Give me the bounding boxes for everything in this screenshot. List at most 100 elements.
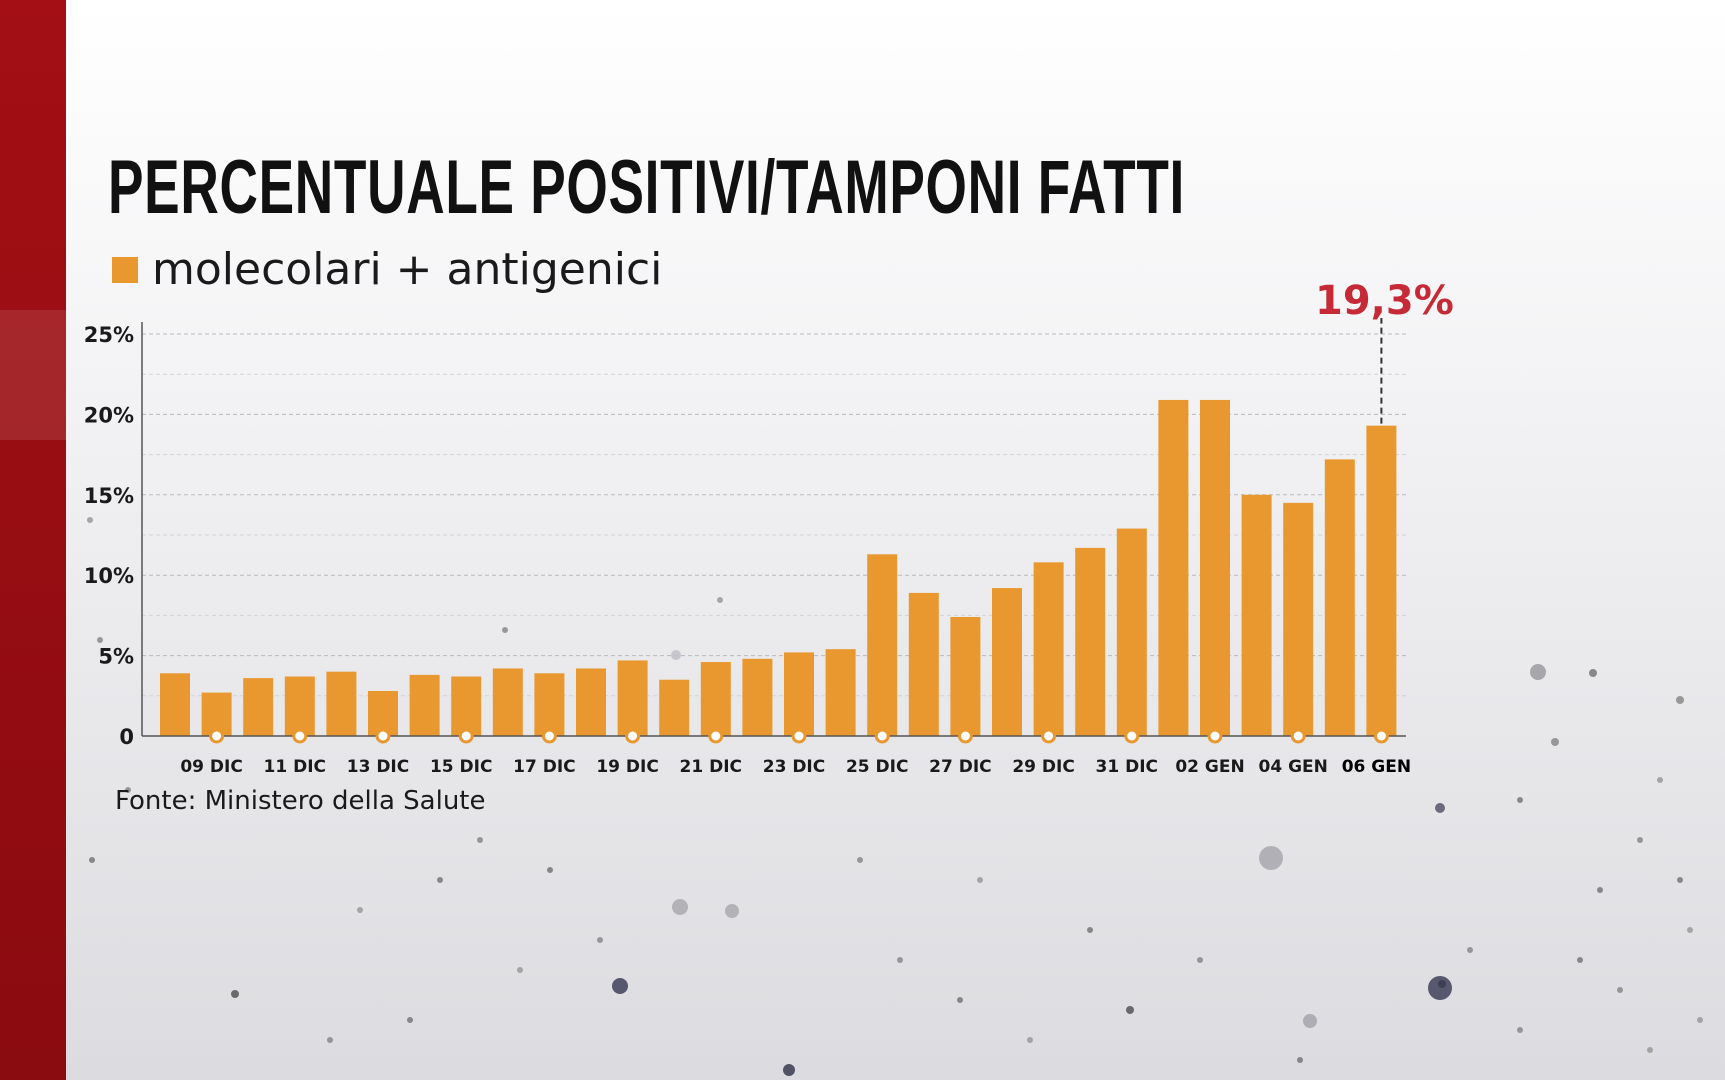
background-speckle bbox=[783, 1064, 795, 1076]
bar bbox=[825, 649, 856, 736]
bar bbox=[1075, 547, 1106, 736]
x-tick-label: 29 DIC bbox=[1012, 757, 1075, 777]
x-tick-label: 17 DIC bbox=[513, 757, 576, 777]
background-speckle bbox=[1657, 777, 1663, 783]
background-speckle bbox=[1687, 927, 1693, 933]
bar bbox=[784, 652, 814, 736]
x-tick-label: 31 DIC bbox=[1096, 757, 1159, 777]
background-speckle bbox=[725, 904, 739, 918]
bar bbox=[659, 679, 690, 736]
x-tick-label: 09 DIC bbox=[180, 757, 243, 777]
x-tick-label: 11 DIC bbox=[264, 757, 327, 777]
chart-title: PERCENTUALE POSITIVI/TAMPONI FATTI bbox=[108, 145, 1185, 230]
bar bbox=[1241, 494, 1272, 736]
background-speckle bbox=[357, 907, 363, 913]
annotation-value: 19,3% bbox=[1315, 278, 1454, 324]
bar bbox=[908, 592, 939, 736]
background-speckle bbox=[1677, 877, 1683, 883]
background-speckle bbox=[1551, 738, 1559, 746]
x-tick-label: 25 DIC bbox=[846, 757, 909, 777]
source-note: Fonte: Ministero della Salute bbox=[115, 786, 486, 816]
bar bbox=[243, 678, 274, 736]
x-tick-marker bbox=[1207, 728, 1223, 744]
y-tick-label: 5% bbox=[98, 645, 134, 669]
x-tick-label: 21 DIC bbox=[680, 757, 743, 777]
bar bbox=[368, 690, 398, 736]
y-tick-label: 10% bbox=[84, 564, 134, 588]
x-tick-marker bbox=[957, 728, 973, 744]
background-speckle bbox=[97, 637, 103, 643]
bar bbox=[617, 660, 648, 736]
background-speckle bbox=[89, 857, 95, 863]
x-tick-marker bbox=[292, 728, 308, 744]
background-speckle bbox=[1259, 846, 1283, 870]
bar bbox=[1200, 399, 1230, 736]
legend: molecolari + antigenici bbox=[112, 244, 662, 295]
background-speckle bbox=[897, 957, 903, 963]
bar bbox=[284, 676, 315, 736]
bar bbox=[534, 673, 565, 736]
background-speckle bbox=[1428, 976, 1452, 1000]
background-speckle bbox=[1517, 1027, 1523, 1033]
background-speckle bbox=[1589, 669, 1597, 677]
background-speckle bbox=[477, 837, 483, 843]
x-tick-label: 06 GEN bbox=[1342, 757, 1411, 777]
background-speckle bbox=[717, 597, 723, 603]
background-speckle bbox=[502, 627, 508, 633]
background-speckle bbox=[1517, 797, 1523, 803]
bar bbox=[1158, 399, 1189, 736]
background-speckle bbox=[547, 867, 553, 873]
background-speckle bbox=[1577, 957, 1583, 963]
background-speckle bbox=[1297, 1057, 1303, 1063]
x-tick-label: 04 GEN bbox=[1259, 757, 1328, 777]
background-speckle bbox=[87, 517, 93, 523]
bar bbox=[451, 676, 482, 736]
bar bbox=[326, 671, 357, 736]
background-speckle bbox=[1530, 664, 1546, 680]
y-tick-label: 15% bbox=[84, 484, 134, 508]
x-tick-marker bbox=[541, 728, 557, 744]
x-tick-label: 19 DIC bbox=[596, 757, 659, 777]
x-tick-marker bbox=[375, 728, 391, 744]
background-speckle bbox=[437, 877, 443, 883]
x-tick-marker bbox=[1373, 728, 1389, 744]
x-tick-label: 02 GEN bbox=[1175, 757, 1244, 777]
bar bbox=[1033, 562, 1064, 736]
x-tick-marker bbox=[625, 728, 641, 744]
background-speckle bbox=[1617, 987, 1623, 993]
x-tick-marker bbox=[791, 728, 807, 744]
x-tick-label: 13 DIC bbox=[347, 757, 410, 777]
y-tick-label: 25% bbox=[84, 323, 134, 347]
legend-label: molecolari + antigenici bbox=[152, 244, 663, 295]
bar bbox=[160, 673, 190, 736]
x-tick-marker bbox=[1290, 728, 1306, 744]
background-speckle bbox=[1438, 980, 1446, 988]
background-speckle bbox=[672, 899, 688, 915]
background-speckle bbox=[407, 1017, 413, 1023]
background-speckle bbox=[597, 937, 603, 943]
y-tick-label: 20% bbox=[84, 403, 134, 427]
background-speckle bbox=[231, 990, 239, 998]
x-tick-marker bbox=[874, 728, 890, 744]
background-speckle bbox=[1676, 696, 1684, 704]
x-tick-marker bbox=[1041, 728, 1057, 744]
bar bbox=[576, 668, 606, 736]
bar bbox=[1116, 528, 1147, 736]
background-speckle bbox=[1435, 803, 1445, 813]
bar bbox=[409, 674, 440, 736]
x-tick-marker bbox=[209, 728, 225, 744]
background-speckle bbox=[125, 787, 131, 793]
background-speckle bbox=[1303, 1014, 1317, 1028]
bar bbox=[700, 662, 731, 736]
background-speckle bbox=[1197, 957, 1203, 963]
background-speckle bbox=[977, 877, 983, 883]
x-tick-marker bbox=[708, 728, 724, 744]
x-tick-marker bbox=[1124, 728, 1140, 744]
background-speckle bbox=[517, 967, 523, 973]
bar bbox=[492, 668, 523, 736]
brand-side-band bbox=[0, 0, 66, 1080]
bar bbox=[992, 588, 1022, 736]
background-speckle bbox=[1087, 927, 1093, 933]
background-speckle bbox=[671, 650, 681, 660]
